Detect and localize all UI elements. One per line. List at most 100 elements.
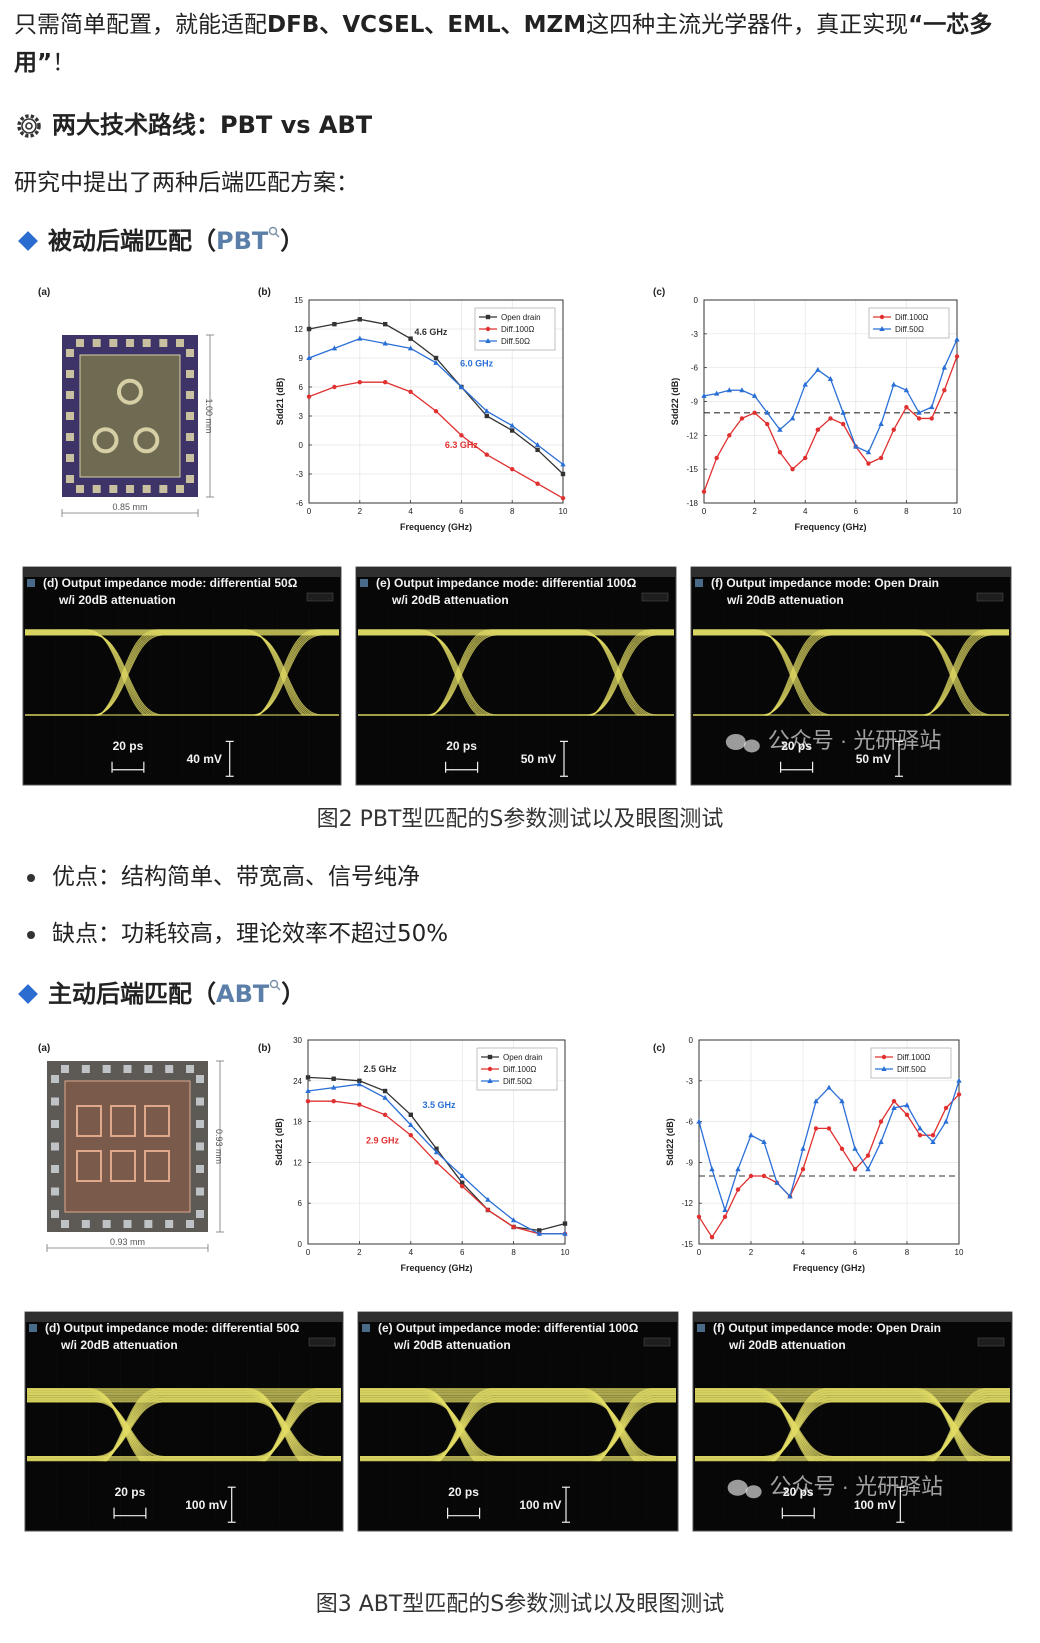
annotation: 2.9 GHz: [366, 1135, 400, 1145]
data-point: [562, 1230, 568, 1236]
eye-trace: [97, 630, 308, 716]
eye-trace: [693, 634, 1009, 636]
eye-trace: [930, 1390, 1010, 1462]
data-point: [840, 409, 846, 415]
volt-scale: 50 mV: [856, 752, 891, 766]
eye-trace: [25, 634, 339, 716]
eye-trace: [25, 631, 339, 633]
chip-pad: [92, 339, 101, 347]
eye-trace: [25, 629, 339, 716]
eye-trace: [693, 629, 1009, 631]
eye-trace: [27, 1390, 147, 1462]
eye-trace: [587, 632, 674, 716]
search-icon[interactable]: [268, 226, 280, 240]
eye-trace: [25, 631, 339, 633]
eye-trace: [695, 1392, 981, 1462]
eye-trace: [259, 1392, 341, 1462]
y-tick-label: -18: [686, 499, 698, 508]
eye-trace: [358, 634, 674, 716]
y-tick-label: 9: [299, 354, 304, 363]
eye-trace: [693, 634, 1009, 716]
plot-frame: [703, 299, 958, 504]
eye-trace: [693, 634, 1009, 716]
heading-term[interactable]: ABT: [216, 980, 270, 1008]
eye-trace: [430, 630, 674, 716]
eye-trace: [358, 631, 674, 716]
eye-trace: [100, 1392, 312, 1462]
eye-trace: [360, 1400, 676, 1459]
chip-pad: [109, 485, 118, 493]
eye-trace: [360, 1395, 676, 1462]
eye-trace: [358, 632, 674, 634]
eye-trace: [97, 629, 306, 716]
eye-trace: [593, 1392, 676, 1462]
eye-trace: [94, 632, 316, 716]
data-point: [331, 1099, 336, 1104]
eye-trace: [358, 630, 483, 716]
eye-trace: [358, 633, 674, 716]
data-point: [722, 1214, 728, 1219]
eye-trace: [360, 1400, 676, 1459]
eye-trace: [27, 1397, 341, 1461]
eye-trace: [693, 631, 981, 716]
data-point: [956, 1077, 962, 1083]
eye-trace: [693, 632, 1009, 634]
data-point: [765, 421, 770, 427]
eye-trace: [437, 1388, 638, 1462]
eye-trace: [27, 1400, 341, 1459]
eye-trace: [765, 630, 978, 716]
eye-trace: [358, 633, 674, 635]
eye-trace: [693, 631, 981, 716]
chip-pad: [51, 1120, 59, 1128]
eye-trace: [360, 1400, 676, 1403]
legend-marker: [881, 1054, 887, 1060]
eye-trace: [25, 629, 339, 716]
eye-trace: [25, 630, 149, 716]
heading-term[interactable]: PBT: [216, 227, 269, 255]
eye-trace: [360, 1392, 646, 1462]
eye-trace: [360, 1395, 676, 1462]
y-tick-label: 12: [294, 325, 303, 334]
eye-trace: [255, 631, 339, 716]
eye-trace: [27, 1400, 341, 1459]
eye-trace: [360, 1400, 676, 1459]
eye-trace: [695, 1400, 1010, 1459]
eye-trace: [695, 1400, 1010, 1459]
eye-trace: [358, 629, 480, 716]
data-point: [510, 428, 515, 433]
chip-pad: [123, 1220, 132, 1228]
eye-trace: [25, 633, 339, 716]
data-point: [714, 455, 719, 461]
eye-trace: [695, 1388, 972, 1462]
search-icon[interactable]: [269, 979, 281, 993]
eye-trace: [27, 1400, 341, 1403]
chip-pad: [142, 485, 151, 493]
eye-trace: [27, 1456, 341, 1459]
eye-trace: [27, 1395, 341, 1462]
chip-pad: [196, 1120, 204, 1128]
eye-icon: [306, 592, 334, 602]
y-tick-label: 24: [293, 1077, 302, 1086]
eye-trace: [772, 1388, 972, 1462]
eye-trace: [25, 634, 339, 716]
data-point: [777, 426, 783, 432]
legend-label: Open drain: [501, 313, 541, 322]
eye-trace: [360, 1400, 676, 1459]
eye-trace: [27, 1400, 341, 1459]
eye-trace: [360, 1390, 676, 1462]
eye-trace: [100, 1392, 341, 1462]
eye-trace: [695, 1390, 816, 1462]
eye-trace: [25, 633, 339, 635]
eye-trace: [358, 633, 674, 716]
eye-trace: [358, 634, 674, 636]
eye-trace: [25, 633, 339, 716]
eye-trace: [695, 1388, 1010, 1462]
eye-trace: [97, 629, 339, 716]
data-point: [536, 1230, 542, 1236]
text-run: 这四种主流光学器件，真正实现: [586, 12, 909, 38]
eye-trace: [360, 1388, 676, 1462]
eye-trace: [360, 1395, 676, 1462]
eye-trace: [25, 629, 306, 716]
eye-trace: [358, 633, 674, 716]
eye-trace: [360, 1392, 646, 1462]
